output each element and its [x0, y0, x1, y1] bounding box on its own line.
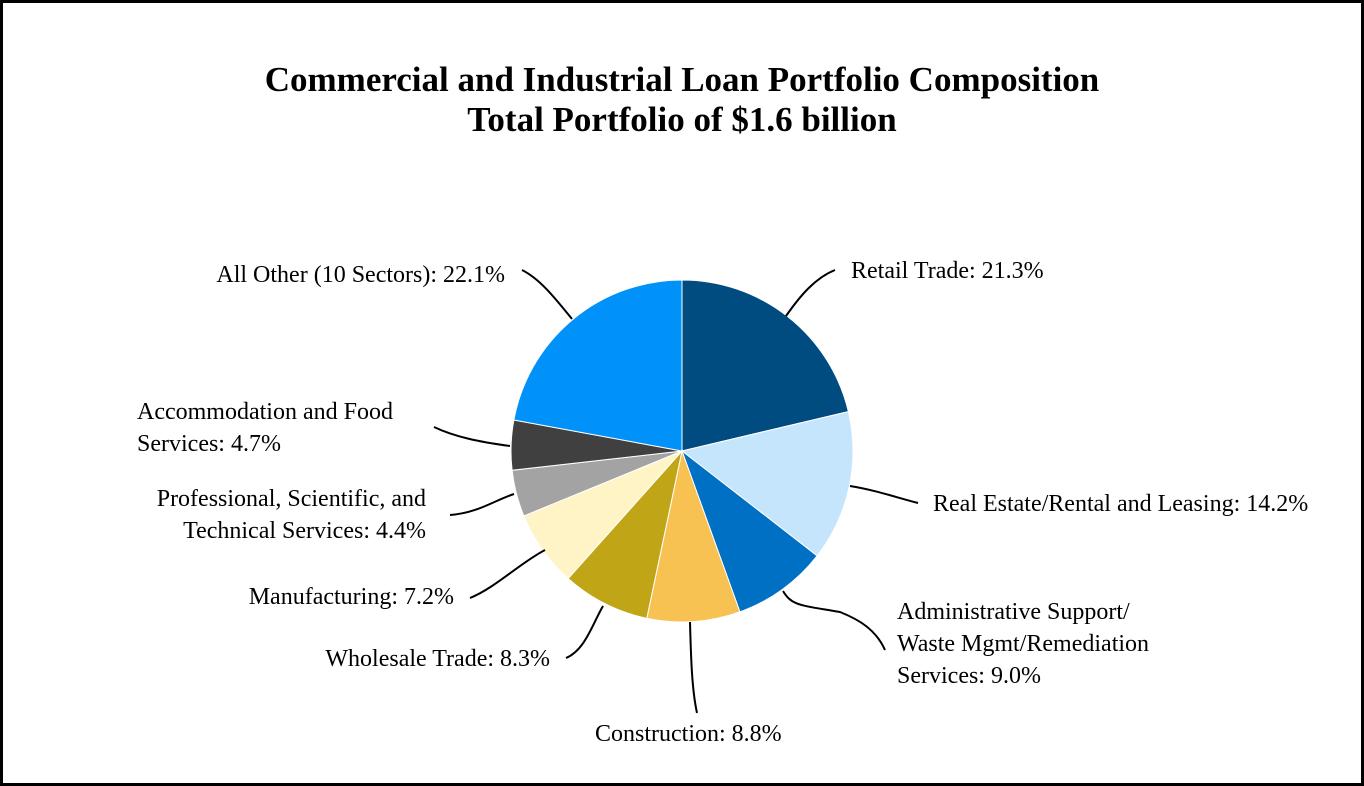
leader-line	[782, 590, 886, 651]
slice-label: Accommodation and Food Services: 4.7%	[137, 399, 393, 457]
slice-label-line: Manufacturing: 7.2%	[249, 584, 454, 610]
slice-label: Retail Trade: 21.3%	[851, 258, 1044, 284]
pie-slice	[567, 449, 683, 619]
leader-line	[565, 605, 604, 659]
slice-label-line: Professional, Scientific, and	[157, 486, 426, 512]
pie-slice	[680, 449, 818, 613]
pie-slice	[513, 279, 683, 452]
slice-label: All Other (10 Sectors): 22.1%	[216, 262, 505, 288]
pie-slice	[680, 410, 854, 557]
slice-label-line: Technical Services: 4.4%	[183, 518, 426, 544]
leader-line	[689, 621, 698, 714]
pie-slice	[646, 449, 741, 623]
slice-label: Manufacturing: 7.2%	[249, 584, 454, 610]
slice-label-line: All Other (10 Sectors): 22.1%	[216, 262, 505, 288]
pie-slice	[681, 279, 850, 452]
leader-line	[849, 485, 919, 504]
slice-label: Professional, Scientific, and Technical S…	[157, 486, 426, 544]
slice-label-line: Waste Mgmt/Remediation	[897, 631, 1149, 657]
slice-label-line: Accommodation and Food	[137, 399, 393, 425]
chart-title: Commercial and Industrial Loan Portfolio…	[264, 60, 1100, 99]
slice-labels: Retail Trade: 21.3% Real Estate/Rental an…	[137, 258, 1308, 747]
leader-line	[469, 549, 546, 599]
leader-line	[433, 426, 511, 447]
leader-line	[521, 269, 573, 320]
slice-label-line: Services: 9.0%	[897, 663, 1041, 689]
leader-lines	[433, 269, 919, 714]
chart-subtitle: Total Portfolio of $1.6 billion	[467, 100, 897, 139]
slice-label-line: Real Estate/Rental and Leasing: 14.2%	[933, 491, 1308, 517]
slice-label-line: Wholesale Trade: 8.3%	[325, 646, 550, 672]
slice-label: Wholesale Trade: 8.3%	[325, 646, 550, 672]
chart-title-block: Commercial and Industrial Loan Portfolio…	[0, 60, 1364, 140]
pie-slices	[510, 279, 854, 623]
slice-label: Administrative Support/Waste Mgmt/Remedi…	[897, 599, 1149, 689]
leader-line	[449, 493, 515, 516]
slice-label-line: Construction: 8.8%	[595, 721, 782, 747]
slice-label: Construction: 8.8%	[595, 721, 782, 747]
slice-label: Real Estate/Rental and Leasing: 14.2%	[933, 491, 1308, 517]
leader-line	[785, 269, 836, 317]
slice-label-line: Administrative Support/	[897, 599, 1130, 625]
slice-label-line: Services: 4.7%	[137, 431, 281, 457]
slice-label-line: Retail Trade: 21.3%	[851, 258, 1044, 284]
